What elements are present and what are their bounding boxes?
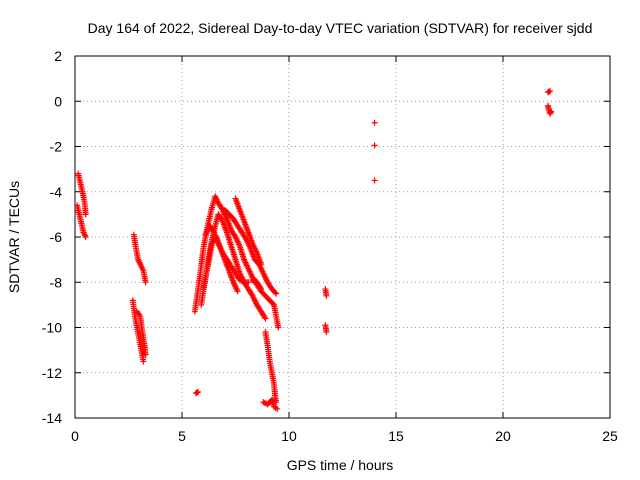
data-point (234, 288, 241, 295)
y-tick-label: -2 (50, 139, 63, 155)
x-tick-label: 20 (495, 428, 511, 444)
x-axis-label: GPS time / hours (287, 457, 394, 473)
data-point (142, 351, 149, 358)
y-tick-label: -6 (50, 229, 63, 245)
data-point (269, 300, 276, 307)
y-tick-label: 0 (54, 93, 62, 109)
x-tick-label: 5 (178, 428, 186, 444)
x-tick-label: 25 (602, 428, 618, 444)
data-point (258, 261, 265, 268)
data-point (371, 177, 378, 184)
data-point (371, 142, 378, 149)
data-point (82, 211, 89, 218)
y-tick-label: -4 (50, 184, 63, 200)
y-axis-label: SDTVAR / TECUs (6, 181, 22, 293)
y-tick-label: -8 (50, 274, 63, 290)
x-tick-label: 15 (388, 428, 404, 444)
x-tick-label: 0 (71, 428, 79, 444)
data-point (140, 358, 147, 365)
y-tick-label: -12 (42, 365, 62, 381)
data-point (261, 314, 268, 321)
data-point (262, 315, 269, 322)
data-point (371, 119, 378, 126)
data-point (142, 279, 149, 286)
data-point (548, 108, 555, 115)
y-tick-label: -10 (42, 320, 62, 336)
x-tick-label: 10 (281, 428, 297, 444)
data-point (275, 324, 282, 331)
data-point (323, 329, 330, 336)
data-point (245, 279, 252, 286)
y-tick-label: 2 (54, 48, 62, 64)
y-tick-label: -14 (42, 410, 62, 426)
data-markers (74, 88, 555, 412)
grid-lines (75, 56, 610, 418)
chart-title: Day 164 of 2022, Sidereal Day-to-day VTE… (88, 20, 593, 36)
data-point (195, 388, 202, 395)
data-point (82, 234, 89, 240)
data-point (547, 88, 554, 95)
data-point (273, 290, 280, 297)
data-point (272, 289, 279, 296)
data-point (274, 405, 281, 412)
data-point (323, 292, 330, 299)
